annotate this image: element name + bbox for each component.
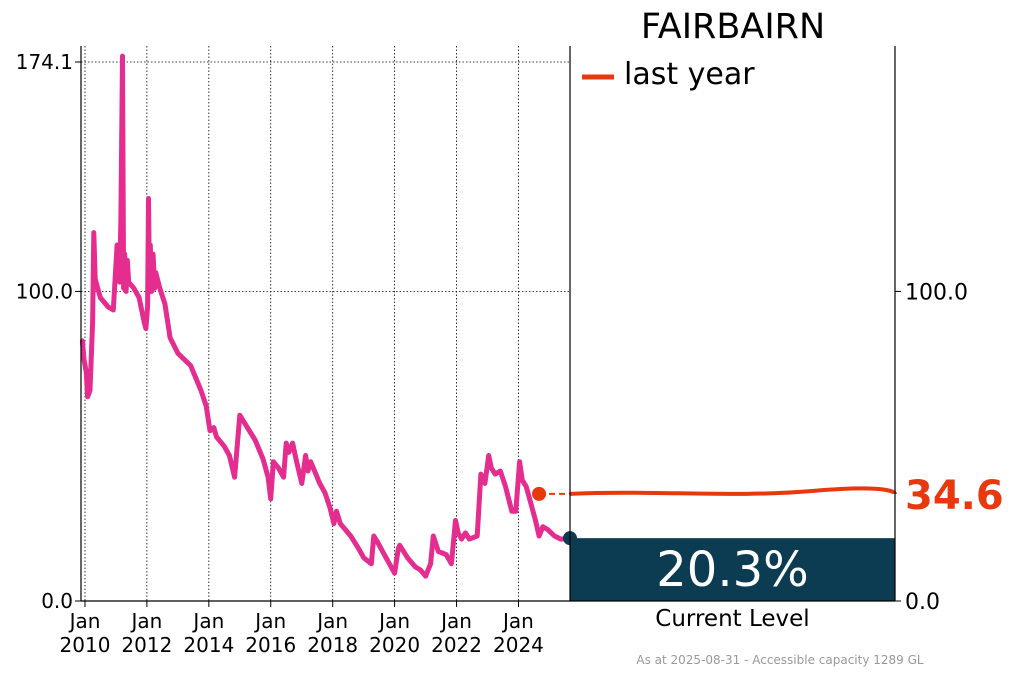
x-tick-label-year: 2010 (60, 633, 111, 657)
x-tick-label-month: Jan (501, 609, 534, 633)
tick-labels: Jan2010Jan2012Jan2014Jan2016Jan2018Jan20… (16, 50, 968, 657)
x-tick-label-year: 2024 (493, 633, 544, 657)
x-tick-label-year: 2012 (121, 633, 172, 657)
x-tick-label-year: 2018 (307, 633, 358, 657)
current-level-percent: 20.3% (656, 542, 808, 598)
x-tick-label-year: 2020 (369, 633, 420, 657)
x-tick-label-month: Jan (68, 609, 101, 633)
x-tick-label-year: 2016 (245, 633, 296, 657)
last-year-value-label: 34.6 (905, 473, 1004, 519)
chart-title: FAIRBAIRN (641, 7, 825, 47)
x-tick-label-month: Jan (129, 609, 162, 633)
y-tick-label: 100.0 (16, 279, 73, 303)
legend-label: last year (624, 57, 755, 92)
last-year-level-line (569, 486, 897, 496)
x-tick-label-month: Jan (253, 609, 286, 633)
storage-history-series (79, 53, 577, 579)
x-tick-label-year: 2014 (183, 633, 234, 657)
series-line (79, 53, 573, 579)
x-tick-label-month: Jan (377, 609, 410, 633)
y-tick-label: 174.1 (16, 50, 73, 74)
last-year-marker (532, 486, 547, 501)
axes (80, 46, 896, 602)
x-tick-label-month: Jan (315, 609, 348, 633)
grid-lines (81, 46, 570, 601)
x-tick-label-year: 2022 (431, 633, 482, 657)
x-tick-label-month: Jan (191, 609, 224, 633)
x-tick-label-month: Jan (439, 609, 472, 633)
y-tick-label: 0.0 (41, 589, 73, 613)
right-y-tick-label: 100.0 (905, 280, 968, 305)
right-y-tick-label: 0.0 (905, 590, 940, 615)
current-level-label: Current Level (655, 606, 809, 632)
current-level-panel: 20.3% Current Level 34.6 (569, 473, 1004, 632)
legend: last year (582, 57, 755, 92)
current-level-fill (570, 538, 895, 601)
footnote: As at 2025-08-31 - Accessible capacity 1… (636, 653, 924, 667)
